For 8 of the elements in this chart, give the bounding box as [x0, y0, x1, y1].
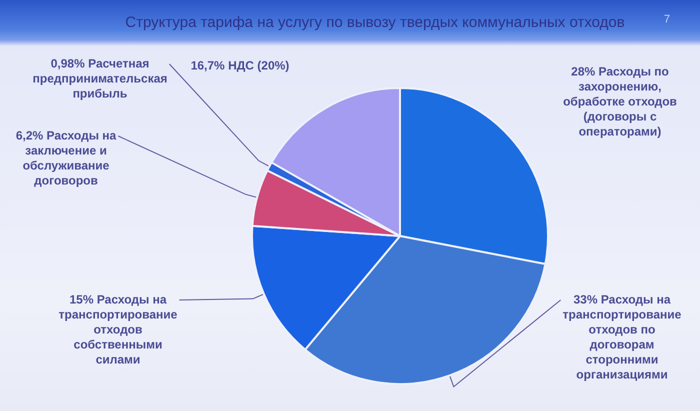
slice-label: 6,2% Расходы на заключение и обслуживание договоров — [16, 128, 117, 188]
slice-label: 0,98% Расчетная предпринимательская прибыль — [32, 56, 168, 100]
slice-label: 28% Расходы по захоронению, обработке отходов (договоры с операторами) — [563, 64, 677, 138]
chart-title: Структура тарифа на услугу по вывозу твердых коммунальных отходов — [125, 14, 625, 31]
slice-label: 16,7% НДС (20%) — [190, 58, 290, 72]
slice-label: 33% Расходы на транспортирование отходов по договорам сторонними организациями — [562, 292, 682, 382]
text: 7 — [664, 14, 670, 26]
slice-label: 15% Расходы на транспортирование отходов собственными силами — [58, 292, 178, 366]
